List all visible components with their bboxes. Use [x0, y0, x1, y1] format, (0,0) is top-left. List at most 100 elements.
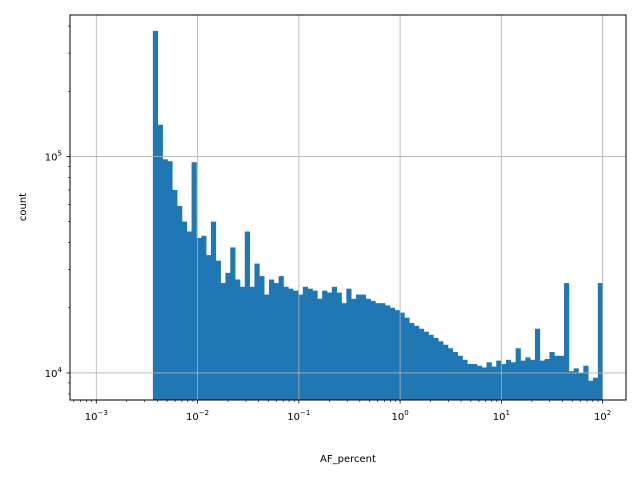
bar-series — [152, 30, 604, 401]
histogram-bar — [278, 276, 284, 400]
histogram-bar — [394, 310, 400, 400]
histogram-bar — [409, 323, 415, 400]
histogram-bar — [181, 221, 188, 400]
x-tick-label: 100 — [392, 409, 409, 423]
histogram-bar — [418, 328, 425, 400]
histogram-bar — [239, 286, 246, 400]
histogram-bar — [491, 366, 497, 400]
histogram-bar — [288, 288, 294, 400]
histogram-bar — [307, 288, 313, 400]
histogram-bar — [220, 283, 226, 400]
histogram-bar — [592, 377, 599, 400]
histogram-bar — [414, 325, 420, 400]
histogram-bar — [162, 159, 168, 400]
y-axis-label: count — [18, 193, 29, 221]
histogram-bar — [447, 348, 454, 400]
grid-lines — [70, 15, 626, 400]
histogram-bar — [476, 365, 483, 400]
histogram-bar — [259, 276, 265, 400]
histogram-bar — [172, 189, 178, 400]
histogram-bar — [302, 286, 308, 400]
histogram-bar — [559, 355, 565, 400]
x-tick-label: 10−1 — [287, 409, 310, 423]
histogram-bar — [326, 292, 333, 400]
histogram-bar — [530, 359, 536, 400]
histogram-bar — [201, 235, 207, 400]
histogram-bar — [457, 355, 463, 400]
histogram-bar — [496, 360, 502, 400]
histogram-bar — [588, 380, 594, 400]
histogram-bar — [167, 161, 173, 400]
histogram-bar — [423, 331, 429, 400]
y-tick-label: 104 — [45, 366, 63, 380]
histogram-bar — [356, 294, 362, 400]
histogram-bar — [520, 360, 526, 400]
histogram-bar — [452, 351, 458, 400]
histogram-bar — [152, 30, 159, 401]
histogram-bar — [336, 292, 342, 400]
histogram-bar — [404, 317, 410, 400]
histogram-bar — [235, 279, 241, 400]
histogram-bar — [472, 363, 478, 400]
histogram-bar — [462, 359, 468, 400]
histogram-bar — [370, 300, 376, 400]
histogram-bar — [525, 357, 531, 400]
histogram-bar — [215, 260, 221, 400]
histogram-bar — [568, 371, 574, 400]
histogram-bar — [554, 355, 560, 400]
histogram-bar — [380, 303, 386, 400]
histogram-bar — [177, 206, 183, 400]
histogram-bar — [210, 221, 217, 400]
x-tick-label: 10−2 — [186, 409, 209, 423]
y-tick-label: 105 — [45, 149, 62, 163]
histogram-bar — [360, 294, 367, 400]
histogram-bar — [351, 298, 357, 400]
x-tick-label: 101 — [493, 409, 510, 423]
histogram-bar — [264, 294, 270, 400]
histogram-bar — [549, 351, 555, 400]
histogram-bar — [583, 365, 589, 400]
y-axis: 104 105 — [45, 25, 70, 395]
histogram-bar — [428, 334, 434, 400]
histogram-bar — [515, 348, 521, 400]
histogram-bar — [244, 231, 250, 400]
histogram-bar — [283, 286, 289, 400]
histogram-bar — [467, 363, 473, 400]
histogram-bar — [481, 367, 487, 400]
axes-frame — [69, 14, 627, 401]
histogram-bar — [443, 344, 449, 400]
histogram-bar — [544, 358, 550, 400]
histogram-bar — [385, 305, 391, 400]
histogram-bar — [312, 290, 318, 400]
histogram-bar — [297, 294, 304, 400]
histogram-bar — [196, 238, 202, 400]
histogram-bar — [249, 286, 255, 400]
histogram-bar — [191, 162, 197, 400]
histogram-bar — [501, 363, 507, 400]
histogram-bar — [322, 290, 328, 400]
histogram-bar — [225, 272, 231, 400]
histogram-bar — [341, 303, 347, 400]
histogram-bar — [186, 231, 192, 400]
x-axis-label: AF_percent — [320, 454, 376, 465]
x-axis: 10−3 10−2 10−1 100 101 102 — [73, 400, 611, 423]
histogram-bar — [365, 298, 371, 400]
histogram-bar — [486, 362, 492, 400]
histogram-bar — [293, 290, 299, 400]
histogram-bar — [399, 312, 405, 400]
histogram-bar — [505, 359, 512, 400]
histogram-bar — [331, 286, 338, 400]
histogram-bar — [510, 362, 516, 400]
histogram-bar — [534, 328, 541, 400]
histogram-bar — [539, 360, 545, 400]
histogram-bar — [157, 124, 163, 400]
histogram-bar — [433, 338, 439, 400]
histogram-bar — [578, 372, 584, 400]
histogram-bar — [563, 283, 570, 400]
histogram-bar — [317, 298, 323, 400]
histogram-bar — [273, 283, 279, 400]
histogram-bar — [597, 283, 604, 400]
histogram-bar — [206, 255, 212, 400]
histogram-bar — [254, 263, 260, 400]
